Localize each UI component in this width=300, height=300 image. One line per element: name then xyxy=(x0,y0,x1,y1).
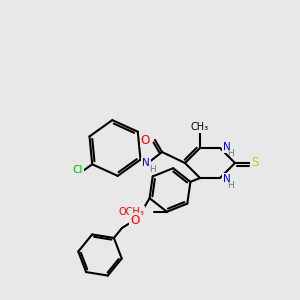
Text: CH₃: CH₃ xyxy=(191,122,209,132)
Text: H: H xyxy=(148,166,155,175)
Text: H: H xyxy=(228,148,234,158)
Text: OCH₃: OCH₃ xyxy=(118,207,144,217)
Text: S: S xyxy=(251,157,259,169)
Text: O: O xyxy=(130,214,140,226)
Text: Cl: Cl xyxy=(72,165,83,175)
Text: N: N xyxy=(223,142,231,152)
Text: O: O xyxy=(141,134,150,146)
Text: N: N xyxy=(142,158,150,168)
Text: N: N xyxy=(223,174,231,184)
Text: H: H xyxy=(228,181,234,190)
